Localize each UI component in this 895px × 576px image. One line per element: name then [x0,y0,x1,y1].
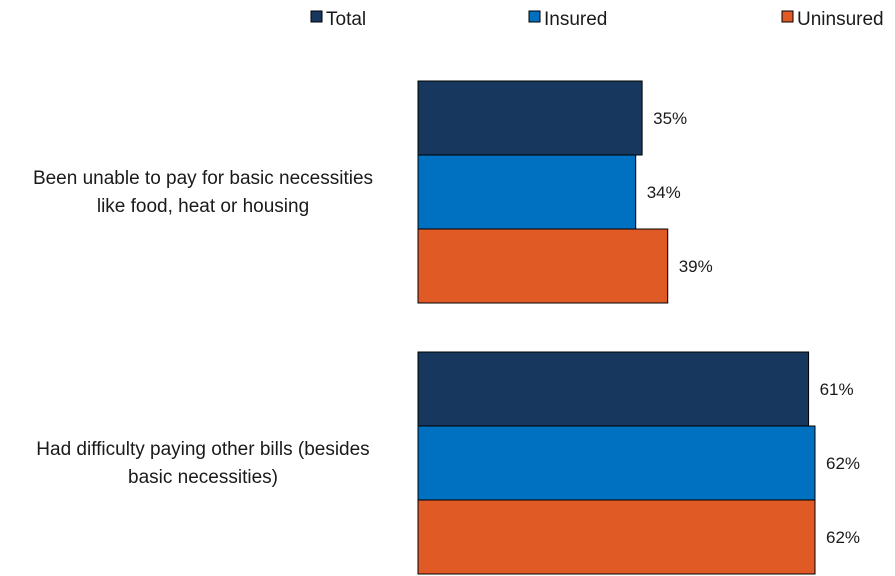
legend-item-total: Total [310,9,366,30]
legend-label-insured: Insured [544,9,607,30]
legend-item-insured: Insured [528,9,607,30]
data-label-insured-2: 62% [826,454,860,473]
bar-group-1: Been unable to pay for basic necessities… [33,80,713,304]
legend-label-total: Total [326,9,366,30]
category-label-1: Been unable to pay for basic necessities… [33,168,373,217]
bar-total-2 [417,351,810,427]
bar-insured-2 [417,425,816,501]
bar-group-2: Had difficulty paying other bills (besid… [36,351,860,575]
bar-uninsured-2 [417,499,816,575]
bar-insured-1 [417,154,637,230]
legend-swatch-uninsured [781,10,794,23]
legend-item-uninsured: Uninsured [781,9,884,30]
category-label-2: Had difficulty paying other bills (besid… [36,439,369,488]
legend-swatch-total [310,10,323,23]
data-label-total-1: 35% [653,109,687,128]
legend-swatch-insured [528,10,541,23]
data-label-total-2: 61% [820,380,854,399]
data-label-insured-1: 34% [647,183,681,202]
bar-total-1 [417,80,643,156]
data-label-uninsured-1: 39% [679,257,713,276]
legend-label-uninsured: Uninsured [797,9,884,30]
data-label-uninsured-2: 62% [826,528,860,547]
bar-uninsured-1 [417,228,669,304]
